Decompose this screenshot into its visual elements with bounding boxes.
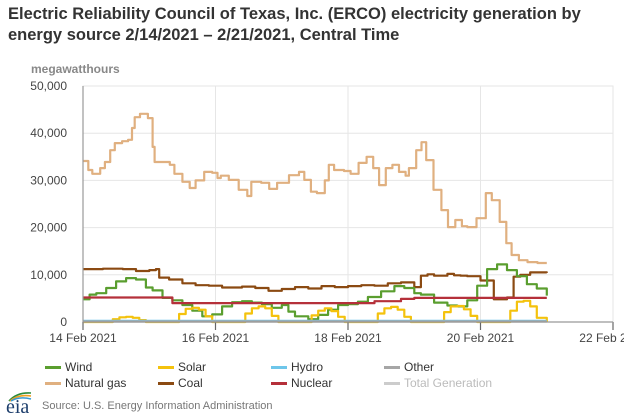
footer: eia Source: U.S. Energy Information Admi… (4, 392, 273, 418)
legend-item-coal[interactable]: Coal (158, 376, 203, 390)
eia-logo-arcs-icon (8, 392, 32, 402)
y-tick-label: 30,000 (30, 173, 67, 187)
x-tick-label: 20 Feb 2021 (447, 331, 515, 345)
legend: Wind Solar Hydro Other Natural gas Coal … (0, 360, 624, 390)
legend-swatch (384, 365, 400, 369)
x-tick-label: 16 Feb 2021 (182, 331, 250, 345)
legend-label: Wind (65, 360, 93, 374)
legend-swatch (45, 365, 61, 369)
x-tick-label: 14 Feb 2021 (49, 331, 117, 345)
legend-item-total-generation[interactable]: Total Generation (384, 376, 492, 390)
eia-logo: eia (4, 392, 34, 418)
legend-label: Nuclear (291, 376, 333, 390)
legend-item-nuclear[interactable]: Nuclear (271, 376, 332, 390)
legend-swatch (271, 381, 287, 385)
legend-item-solar[interactable]: Solar (158, 360, 206, 374)
source-note: Source: U.S. Energy Information Administ… (42, 400, 273, 412)
legend-swatch (271, 365, 287, 369)
legend-swatch (158, 381, 174, 385)
chart-plot: 0 10,000 20,000 30,000 40,000 50,000 14 Feb 20… (30, 79, 624, 345)
legend-label: Total Generation (404, 376, 493, 390)
chart-title: Electric Reliability Council of Texas, I… (8, 5, 581, 44)
y-tick-label: 0 (60, 315, 67, 329)
x-tick-label: 22 Feb 2021 (579, 331, 624, 345)
legend-label: Other (404, 360, 435, 374)
legend-item-hydro[interactable]: Hydro (271, 360, 323, 374)
legend-item-natural-gas[interactable]: Natural gas (45, 376, 126, 390)
series-line-gas (83, 112, 547, 265)
legend-swatch (45, 381, 61, 385)
legend-swatch (158, 365, 174, 369)
legend-label: Coal (178, 376, 203, 390)
legend-swatch (384, 381, 400, 385)
legend-item-wind[interactable]: Wind (45, 360, 92, 374)
series-line-nuclear (83, 296, 547, 305)
legend-item-other[interactable]: Other (384, 360, 434, 374)
series-line-wind (83, 263, 548, 321)
y-tick-label: 10,000 (30, 268, 67, 282)
eia-logo-text: eia (6, 396, 30, 418)
y-axis-unit-label: megawatthours (31, 62, 120, 76)
x-tick-label: 18 Feb 2021 (314, 331, 382, 345)
series-line-coal (83, 267, 548, 301)
legend-label: Hydro (291, 360, 324, 374)
y-tick-label: 50,000 (30, 79, 67, 93)
y-tick-label: 20,000 (30, 221, 67, 235)
legend-label: Solar (178, 360, 207, 374)
legend-label: Natural gas (65, 376, 127, 390)
series-lines (83, 112, 548, 324)
y-tick-label: 40,000 (30, 126, 67, 140)
axes: 0 10,000 20,000 30,000 40,000 50,000 14 Feb 20… (30, 79, 624, 345)
